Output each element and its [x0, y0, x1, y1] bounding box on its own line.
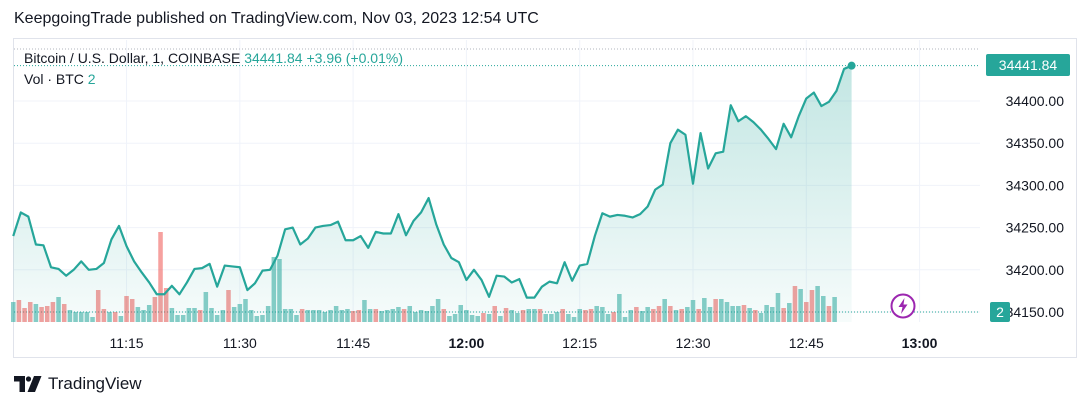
chart-frame [13, 38, 1077, 358]
price-series-line [12, 64, 853, 299]
last-price: 34441.84 [244, 50, 303, 66]
volume-value: 2 [87, 71, 96, 87]
x-tick-label: 12:45 [789, 335, 824, 351]
price-axis[interactable]: 34150.00 34200.00 34250.00 34300.00 34350.00… [1006, 93, 1065, 320]
y-tick-label: 34350.00 [1006, 135, 1065, 151]
volume-label[interactable]: Vol · BTC [24, 71, 84, 87]
x-tick-label: 11:15 [110, 335, 144, 351]
y-tick-label: 34400.00 [1006, 93, 1065, 109]
last-price-point [847, 61, 856, 70]
price-area-fill [13, 65, 852, 322]
y-tick-label: 34300.00 [1006, 177, 1065, 193]
volume-tag: 2 [990, 302, 1010, 322]
legend-symbol-row: Bitcoin / U.S. Dollar, 1, COINBASE 34441… [24, 48, 403, 69]
x-tick-label: 12:00 [449, 335, 485, 351]
price-change: +3.96 (+0.01%) [306, 50, 403, 66]
publish-info: KeepgoingTrade published on TradingView.… [14, 10, 539, 27]
x-tick-label: 13:00 [902, 335, 938, 351]
y-tick-label: 34250.00 [1006, 220, 1065, 236]
lightning-bolt-icon[interactable] [890, 293, 916, 319]
symbol-name[interactable]: Bitcoin / U.S. Dollar, 1, COINBASE [24, 50, 241, 66]
price-line [12, 61, 856, 299]
legend-volume-row: Vol · BTC 2 [24, 69, 403, 90]
x-tick-label: 12:30 [675, 335, 710, 351]
volume-bar [158, 232, 163, 322]
price-area [13, 65, 852, 322]
x-tick-label: 11:30 [223, 335, 257, 351]
x-tick-label: 11:45 [336, 335, 370, 351]
y-tick-label: 34150.00 [1006, 304, 1065, 320]
legend: Bitcoin / U.S. Dollar, 1, COINBASE 34441… [24, 48, 403, 90]
tradingview-logo-icon [14, 376, 42, 392]
time-axis[interactable]: 11:15 11:30 11:45 12:00 12:15 12:30 12:45 13:00 [110, 335, 938, 351]
x-tick-label: 12:15 [562, 335, 597, 351]
last-price-tag: 34441.84 [986, 54, 1070, 76]
tradingview-brand[interactable]: TradingView [14, 372, 142, 396]
y-tick-label: 34200.00 [1006, 262, 1065, 278]
brand-name: TradingView [48, 374, 142, 393]
